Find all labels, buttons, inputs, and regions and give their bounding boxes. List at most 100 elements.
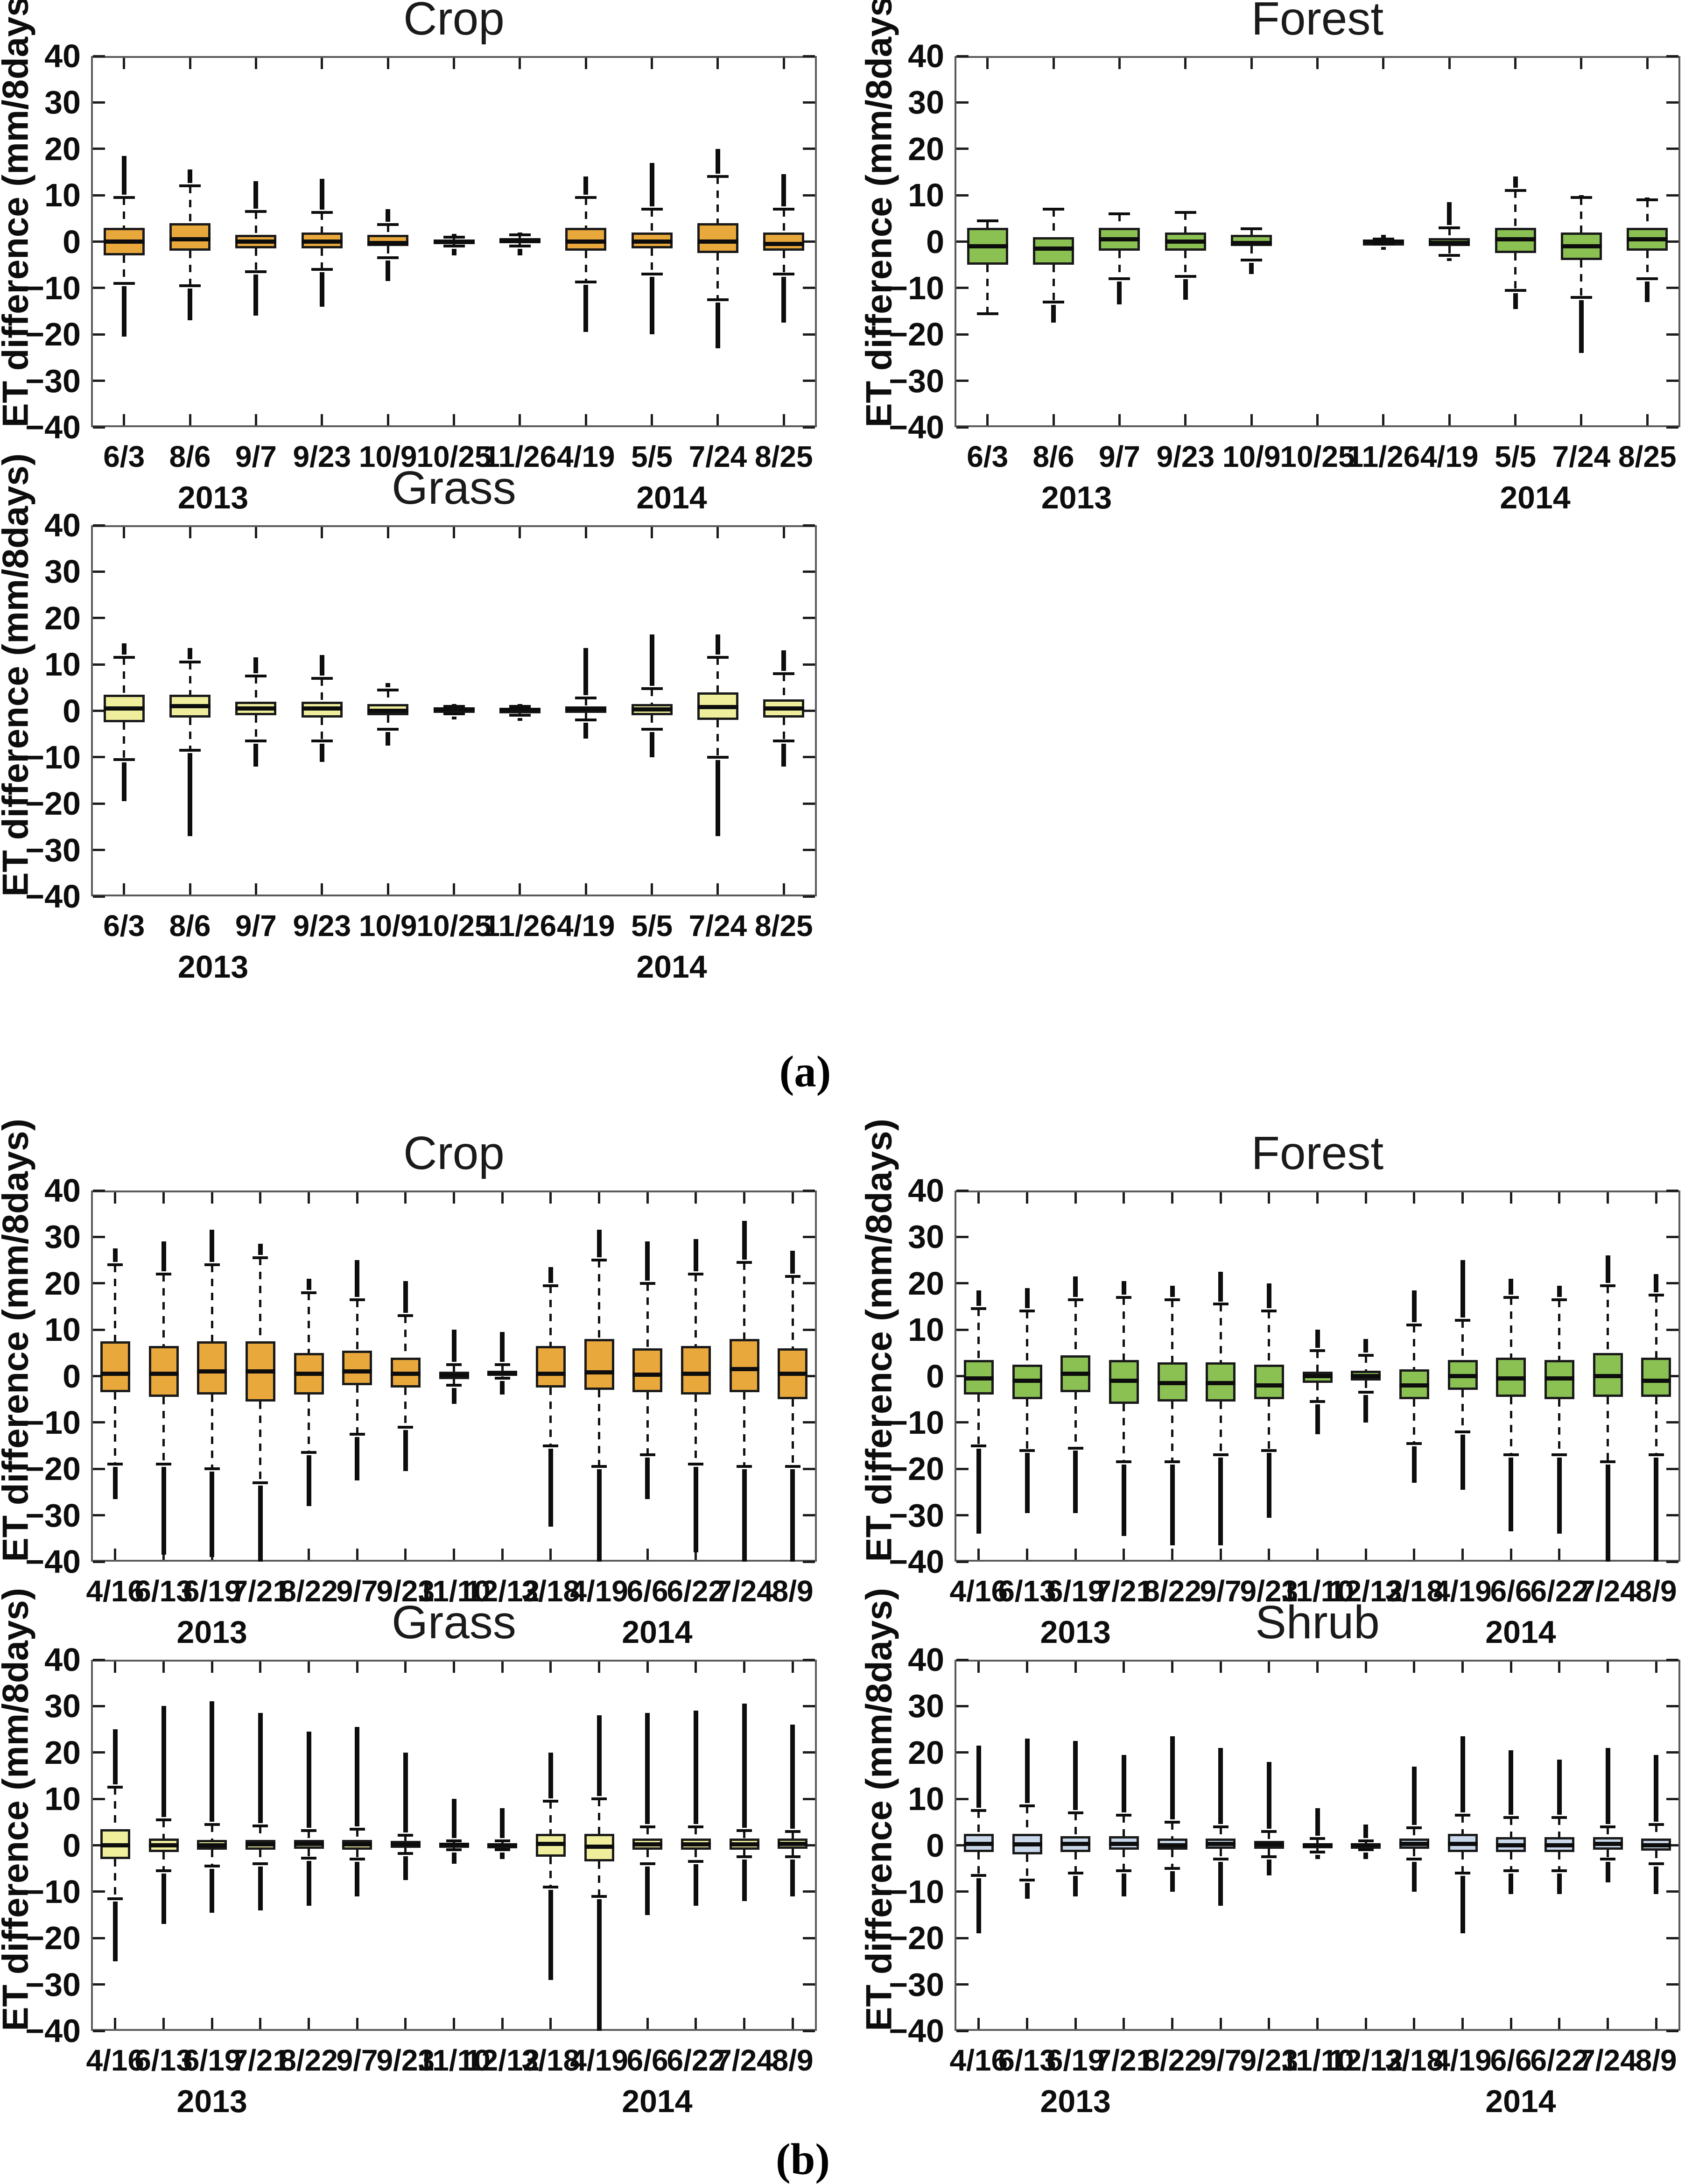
x-tick-label: 8/6 [169, 909, 211, 943]
x-tick-label: 3/18 [1385, 2043, 1444, 2077]
whisker-upper [1514, 190, 1517, 228]
whisker-cap-upper [971, 1307, 987, 1310]
whisker-cap-lower [253, 1481, 268, 1485]
outlier-bar-lower [1509, 1874, 1514, 1894]
x-tick-label: 7/24 [1579, 2043, 1637, 2077]
whisker-upper [1509, 1817, 1512, 1837]
axes-frame [91, 525, 817, 896]
x-tick-label: 9/23 [1240, 2043, 1299, 2077]
outlier-bar-upper [112, 1729, 118, 1785]
whisker-cap-upper [311, 211, 333, 214]
outlier-bar-upper [188, 648, 193, 660]
x-tick-label: 7/21 [1095, 1574, 1153, 1608]
y-tick-label: 30 [44, 84, 81, 121]
x-tick-label: 4/19 [1433, 2043, 1492, 2077]
median-line [1641, 1378, 1671, 1383]
whisker-upper [1461, 1815, 1464, 1834]
whisker-upper [1558, 1817, 1561, 1837]
x-tick-top [519, 58, 521, 69]
whisker-cap-lower [1067, 1446, 1083, 1450]
whisker-cap-upper [179, 661, 201, 664]
x-tick-label: 6/13 [998, 1574, 1056, 1608]
y-tick-label: 0 [63, 1358, 81, 1395]
outlier-bar-lower [1025, 1453, 1030, 1513]
whisker-cap-upper [1455, 1813, 1470, 1817]
x-tick-label: 9/7 [235, 440, 277, 473]
whisker-cap-lower [204, 1467, 220, 1471]
whisker-cap-lower [591, 1465, 607, 1468]
y-tick-left [956, 194, 969, 197]
median-line [294, 1372, 324, 1376]
whisker-upper [1646, 200, 1649, 228]
whisker-cap-upper [156, 1818, 171, 1821]
whisker-cap-lower [1116, 1869, 1132, 1873]
outlier-bar-upper [500, 1808, 505, 1838]
x-tick-label: 11/26 [483, 909, 557, 943]
whisker-cap-upper [1174, 211, 1196, 214]
outlier-bar-upper [319, 179, 324, 210]
median-line [342, 1369, 372, 1374]
x-tick-bottom [404, 1549, 407, 1560]
whisker-lower [695, 1395, 697, 1465]
x-tick-top [123, 58, 126, 69]
x-tick-top [1268, 1192, 1271, 1204]
box [535, 1346, 566, 1388]
outlier-bar-upper [597, 1230, 602, 1258]
whisker-upper [651, 209, 653, 232]
outlier-bar-lower [781, 744, 786, 767]
y-tick-right [803, 101, 815, 104]
x-tick-top [501, 1192, 504, 1204]
y-tick-right [803, 1421, 815, 1424]
median-line [487, 1843, 518, 1847]
y-tick-label: −30 [889, 1497, 944, 1534]
x-tick-label: 6/13 [134, 1574, 193, 1608]
y-tick-left [93, 663, 105, 666]
y-tick-label: 20 [908, 1265, 944, 1302]
y-tick-right [1666, 426, 1678, 429]
x-tick-bottom [651, 883, 653, 895]
x-tick-bottom [1461, 2018, 1464, 2029]
whisker-upper [254, 211, 257, 235]
y-tick-label: −10 [25, 739, 81, 775]
x-tick-label: 8/22 [1143, 1574, 1201, 1608]
median-line [235, 706, 277, 711]
whisker-lower [646, 1392, 649, 1455]
outlier-bar-upper [1218, 1271, 1223, 1302]
whisker-lower [977, 1852, 980, 1876]
y-tick-left [956, 1189, 969, 1192]
y-tick-left [93, 240, 105, 243]
outlier-bar-upper [1170, 1736, 1175, 1819]
outlier-bar-upper [742, 1220, 747, 1260]
y-tick-left [956, 1937, 969, 1939]
whisker-upper [308, 1292, 310, 1353]
whisker-lower [1364, 1381, 1367, 1393]
median-line [301, 240, 343, 244]
median-line [729, 1367, 759, 1372]
year-label: 2014 [622, 1614, 693, 1650]
outlier-bar-upper [649, 162, 654, 206]
x-tick-top [598, 1662, 600, 1673]
x-tick-label: 3/18 [521, 1574, 580, 1608]
whisker-cap-upper [1552, 1298, 1567, 1301]
median-line [1560, 244, 1602, 248]
whisker-upper [1074, 1812, 1077, 1836]
x-tick-label: 11/10 [417, 1574, 491, 1608]
x-tick-label: 10/25 [416, 440, 491, 473]
whisker-cap-lower [1648, 1862, 1664, 1866]
y-tick-label: −40 [25, 409, 81, 445]
x-tick-top [1316, 1192, 1319, 1204]
y-tick-right [803, 1751, 815, 1754]
whisker-upper [1607, 1826, 1609, 1837]
median-line [433, 240, 475, 244]
outlier-bar-upper [319, 655, 324, 676]
whisker-lower [519, 712, 521, 716]
whisker-cap-upper [107, 1786, 123, 1789]
y-tick-right [1666, 101, 1678, 104]
outlier-bar-upper [161, 1241, 166, 1271]
median-line [631, 240, 673, 244]
x-tick-label: 6/22 [1530, 1574, 1589, 1608]
y-tick-label: 30 [908, 1688, 944, 1725]
year-label: 2013 [1040, 1614, 1111, 1650]
outlier-bar-upper [1315, 1808, 1320, 1836]
